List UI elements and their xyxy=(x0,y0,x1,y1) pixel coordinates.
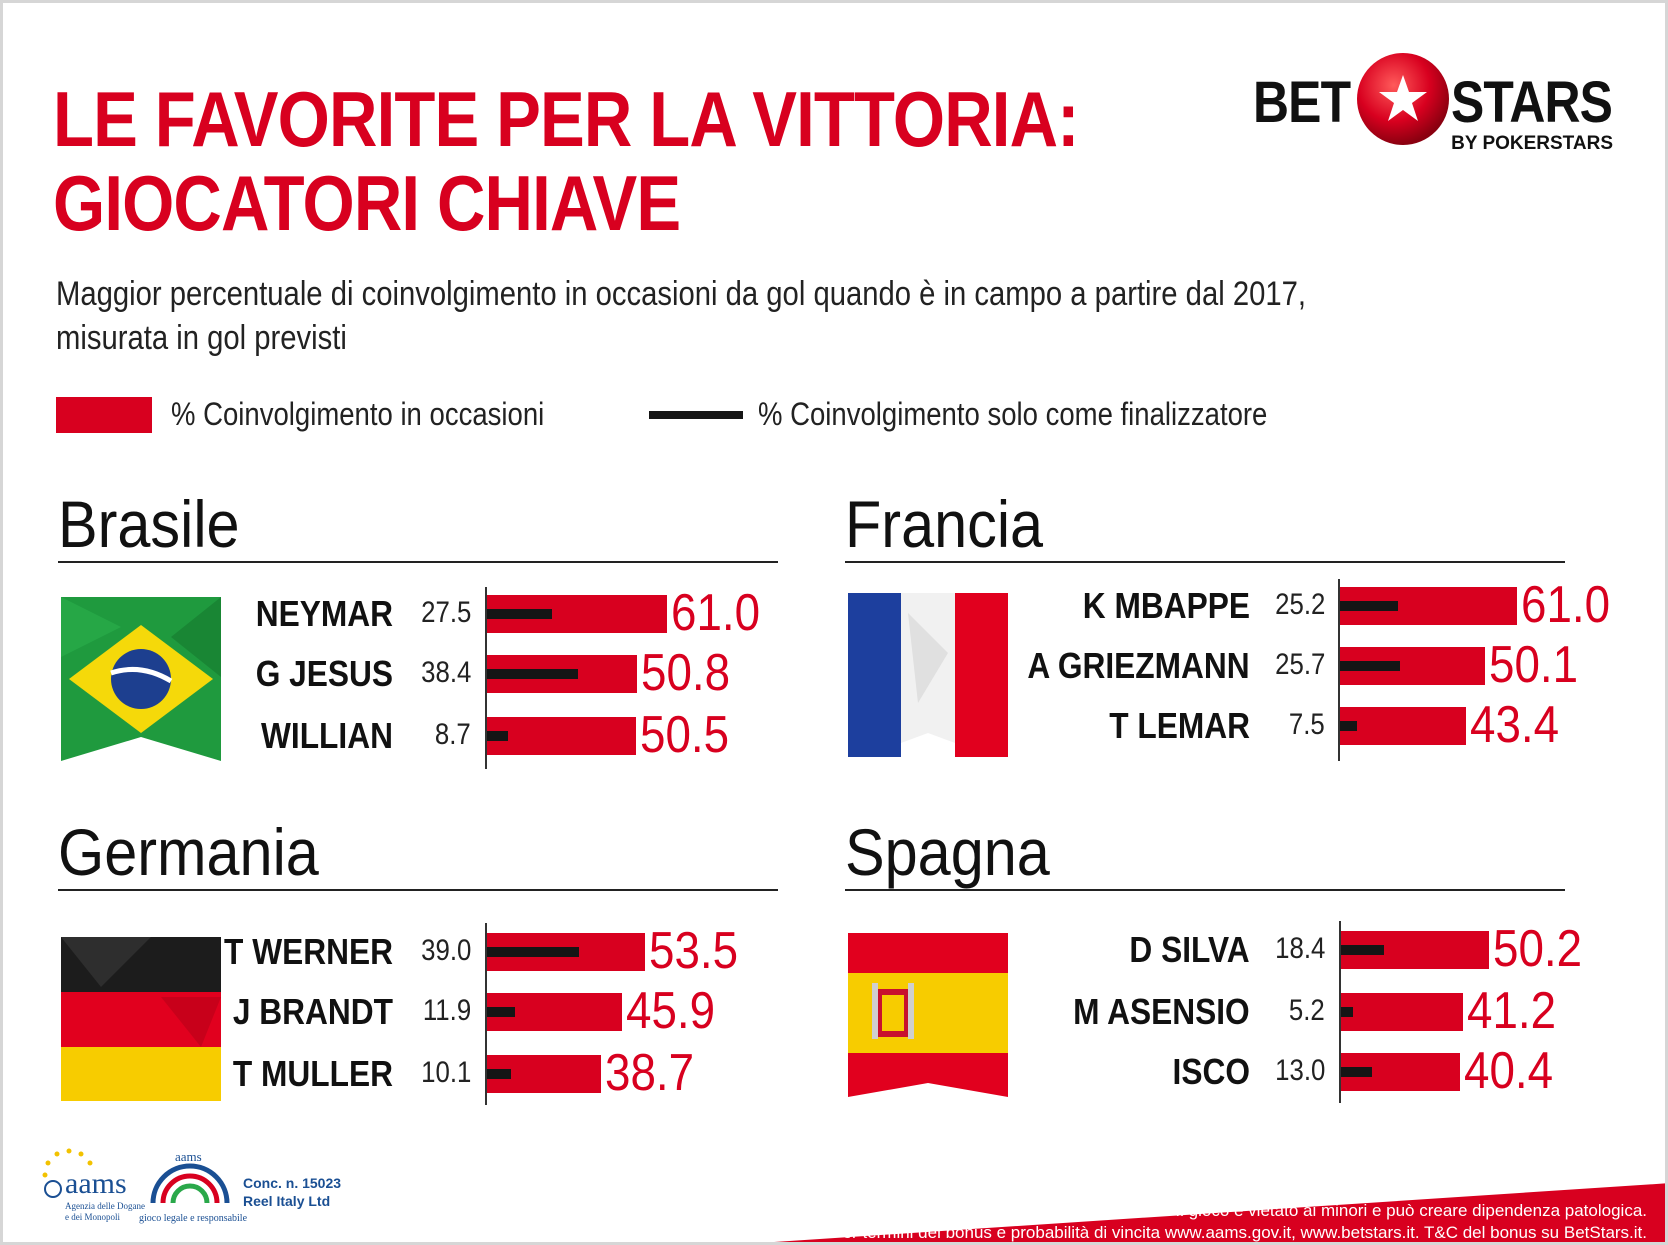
logo-byline: BY POKERSTARS xyxy=(1451,133,1613,154)
country-title: Germania xyxy=(58,815,319,889)
country-panel-germania: Germania T WERNER 39.0 53.5 J BRANDT 11.9 45.… xyxy=(58,815,778,1155)
aams-2-logo-text: aams xyxy=(175,1149,202,1164)
page-title-line-2: GIOCATORI CHIAVE xyxy=(53,159,681,247)
involvement-value-label: 53.5 xyxy=(648,922,738,980)
finisher-bar xyxy=(1341,1067,1372,1077)
finisher-bar xyxy=(487,669,578,679)
logo-bet: BET xyxy=(1253,70,1351,135)
finisher-bar xyxy=(1340,601,1399,611)
finisher-value-label: 39.0 xyxy=(420,934,471,967)
finisher-bar xyxy=(487,609,552,619)
finisher-value-label: 25.7 xyxy=(1274,648,1325,681)
country-title: Brasile xyxy=(58,487,240,561)
involvement-bar xyxy=(1341,993,1463,1031)
finisher-value-label: 5.2 xyxy=(1289,994,1325,1027)
player-name-label: WILLIAN xyxy=(261,715,393,756)
axis-line xyxy=(485,587,487,769)
involvement-value-label: 50.1 xyxy=(1489,636,1579,694)
country-panel-brasile: Brasile NEYMAR 27.5 61.0 G JESUS 38.4 50.8 WIL… xyxy=(58,487,778,827)
finisher-value-label: 10.1 xyxy=(420,1056,471,1089)
subtitle-line-2: misurata in gol previsti xyxy=(56,319,347,357)
betstars-logo: BET STARS BY POKERSTARS xyxy=(1253,47,1623,159)
concession-company: Reel Italy Ltd xyxy=(243,1193,331,1209)
involvement-value-label: 41.2 xyxy=(1466,982,1556,1040)
player-name-label: T WERNER xyxy=(224,931,393,972)
involvement-value-label: 38.7 xyxy=(605,1044,695,1102)
legend-bar-label: % Coinvolgimento in occasioni xyxy=(171,396,545,432)
player-name-label: D SILVA xyxy=(1129,929,1250,970)
eu-stars-icon xyxy=(42,1148,93,1198)
page-title-line-1: LE FAVORITE PER LA VITTORIA: xyxy=(53,75,1080,163)
legend-line-swatch xyxy=(649,411,743,419)
country-title: Spagna xyxy=(845,815,1050,889)
player-name-label: J BRANDT xyxy=(232,991,393,1032)
concession-number: Conc. n. 15023 xyxy=(243,1175,342,1191)
spain-flag-icon xyxy=(848,933,1008,1097)
country-divider xyxy=(845,561,1565,563)
finisher-value-label: 11.9 xyxy=(422,994,471,1027)
country-divider xyxy=(58,889,778,891)
germany-flag-icon xyxy=(61,937,221,1101)
gioco-legale-text: gioco legale e responsabile xyxy=(139,1213,248,1224)
finisher-value-label: 27.5 xyxy=(420,596,471,629)
player-name-label: T LEMAR xyxy=(1109,705,1250,746)
aams-logo-text: aams xyxy=(65,1167,127,1200)
axis-line xyxy=(485,923,487,1105)
finisher-value-label: 25.2 xyxy=(1274,588,1325,621)
involvement-value-label: 40.4 xyxy=(1464,1042,1554,1100)
finisher-bar xyxy=(1340,721,1358,731)
legend-bar-swatch xyxy=(56,397,152,433)
player-name-label: T MULLER xyxy=(232,1053,393,1094)
involvement-value-label: 61.0 xyxy=(670,584,761,642)
finisher-value-label: 18.4 xyxy=(1274,932,1325,965)
brazil-flag-icon xyxy=(61,597,221,761)
player-name-label: M ASENSIO xyxy=(1073,991,1250,1032)
legend-line-label: % Coinvolgimento solo come finalizzatore xyxy=(758,396,1268,432)
involvement-bar xyxy=(1340,707,1466,745)
finisher-bar xyxy=(487,947,580,957)
finisher-bar xyxy=(1341,945,1385,955)
player-name-label: NEYMAR xyxy=(255,593,393,634)
player-name-label: G JESUS xyxy=(255,653,393,694)
france-flag-icon xyxy=(848,593,1008,757)
finisher-value-label: 38.4 xyxy=(420,656,471,689)
finisher-value-label: 13.0 xyxy=(1274,1054,1325,1087)
finisher-bar xyxy=(1341,1007,1354,1017)
involvement-value-label: 50.8 xyxy=(640,644,730,702)
footer-disclaimer-line-2: Per termini del bonus e probabilità di v… xyxy=(831,1223,1647,1242)
involvement-bar xyxy=(487,717,636,755)
country-title: Francia xyxy=(845,487,1044,561)
country-panel-spagna: Spagna D SILVA 18.4 50.2 M ASENSIO 5.2 41.2 IS… xyxy=(845,815,1582,1155)
aams-logo-sub-1: Agenzia delle Dogane xyxy=(65,1201,145,1211)
finisher-value-label: 7.5 xyxy=(1289,708,1325,741)
finisher-bar xyxy=(1340,661,1400,671)
involvement-value-label: 50.5 xyxy=(639,706,730,764)
footer-disclaimer-line-1: Il gioco è vietato ai minori e può crear… xyxy=(1175,1201,1647,1220)
subtitle-line-1: Maggior percentuale di coinvolgimento in… xyxy=(56,275,1306,313)
axis-line xyxy=(1338,579,1340,761)
axis-line xyxy=(1339,921,1341,1103)
aams-logo-sub-2: e dei Monopoli xyxy=(65,1212,120,1222)
country-divider xyxy=(58,561,778,563)
player-name-label: K MBAPPE xyxy=(1082,585,1250,626)
finisher-bar xyxy=(487,1007,516,1017)
involvement-value-label: 43.4 xyxy=(1469,696,1559,754)
star-ball-icon xyxy=(1357,53,1449,145)
player-name-label: A GRIEZMANN xyxy=(1027,645,1250,686)
country-divider xyxy=(845,889,1565,891)
involvement-value-label: 45.9 xyxy=(626,982,716,1040)
gioco-legale-icon xyxy=(150,1163,230,1204)
involvement-value-label: 50.2 xyxy=(1493,920,1583,978)
finisher-value-label: 8.7 xyxy=(435,718,471,751)
finisher-bar xyxy=(487,731,508,741)
logo-stars: STARS xyxy=(1451,70,1613,135)
player-name-label: ISCO xyxy=(1172,1051,1250,1092)
country-panel-francia: Francia K MBAPPE 25.2 61.0 A GRIEZMANN 25.7 5… xyxy=(845,487,1610,827)
involvement-value-label: 61.0 xyxy=(1520,576,1610,634)
finisher-bar xyxy=(487,1069,511,1079)
